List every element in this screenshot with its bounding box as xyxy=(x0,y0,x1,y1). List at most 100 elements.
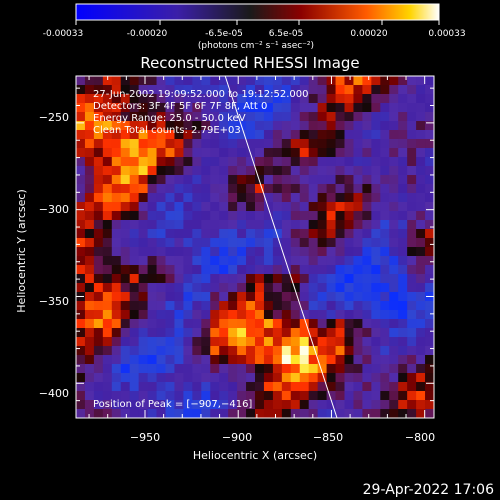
heatmap-cell xyxy=(192,184,202,194)
heatmap-cell xyxy=(138,400,148,410)
heatmap-cell xyxy=(84,148,95,158)
heatmap-cell xyxy=(389,283,399,293)
heatmap-cell xyxy=(246,202,256,212)
heatmap-cell xyxy=(192,220,202,230)
heatmap-cell xyxy=(317,238,327,248)
heatmap-cell xyxy=(326,301,336,311)
heatmap-cell xyxy=(299,139,310,149)
heatmap-cell xyxy=(76,409,86,418)
heatmap-cell xyxy=(246,292,256,302)
heatmap-cell xyxy=(371,256,381,266)
heatmap-cell xyxy=(353,247,363,257)
heatmap-cell xyxy=(326,328,336,338)
heatmap-cell xyxy=(93,346,104,356)
heatmap-cell xyxy=(255,319,265,329)
heatmap-cell xyxy=(290,400,301,410)
heatmap-cell xyxy=(237,229,247,239)
heatmap-cell xyxy=(389,76,399,86)
heatmap-cell xyxy=(120,247,131,257)
heatmap-cell xyxy=(111,94,122,104)
heatmap-cell xyxy=(389,229,399,239)
heatmap-cell xyxy=(219,202,229,212)
heatmap-cell xyxy=(174,229,184,239)
heatmap-cell xyxy=(425,274,434,284)
heatmap-cell xyxy=(84,265,95,275)
heatmap-cell xyxy=(219,274,229,284)
heatmap-cell xyxy=(102,364,113,374)
heatmap-cell xyxy=(210,319,220,329)
heatmap-cell xyxy=(344,121,354,131)
heatmap-cell xyxy=(425,310,434,320)
heatmap-cell xyxy=(353,238,363,248)
heatmap-cell xyxy=(299,202,310,212)
heatmap-cell xyxy=(174,202,184,212)
heatmap-cell xyxy=(398,292,408,302)
heatmap-cell xyxy=(246,229,256,239)
heatmap-cell xyxy=(263,382,274,392)
heatmap-cell xyxy=(263,211,274,221)
heatmap-cell xyxy=(219,130,229,140)
heatmap-cell xyxy=(76,76,86,86)
heatmap-cell xyxy=(183,193,193,203)
heatmap-cell xyxy=(111,274,122,284)
heatmap-cell xyxy=(290,157,301,167)
heatmap-cell xyxy=(156,364,166,374)
heatmap-cell xyxy=(326,94,336,104)
heatmap-cell xyxy=(120,229,131,239)
heatmap-cell xyxy=(299,157,310,167)
heatmap-cell xyxy=(326,274,336,284)
heatmap-cell xyxy=(156,400,166,410)
heatmap-cell xyxy=(183,274,193,284)
heatmap-cell xyxy=(317,346,327,356)
heatmap-cell xyxy=(272,247,283,257)
heatmap-cell xyxy=(308,301,319,311)
heatmap-cell xyxy=(425,202,434,212)
heatmap-cell xyxy=(290,76,301,86)
heatmap-cell xyxy=(138,274,148,284)
heatmap-cell xyxy=(237,247,247,257)
heatmap-cell xyxy=(326,283,336,293)
heatmap-cell xyxy=(272,364,283,374)
heatmap-cell xyxy=(407,409,417,418)
heatmap-cell xyxy=(326,292,336,302)
heatmap-cell xyxy=(76,310,86,320)
heatmap-cell xyxy=(174,301,184,311)
heatmap-cell xyxy=(335,409,345,418)
heatmap-cell xyxy=(246,382,256,392)
heatmap-cell xyxy=(290,85,301,95)
heatmap-cell xyxy=(335,229,345,239)
heatmap-cell xyxy=(129,256,140,266)
heatmap-cell xyxy=(416,139,426,149)
heatmap-cell xyxy=(308,94,319,104)
heatmap-cell xyxy=(201,391,211,401)
heatmap-cell xyxy=(156,310,166,320)
heatmap-cell xyxy=(326,238,336,248)
heatmap-cell xyxy=(76,328,86,338)
heatmap-cell xyxy=(192,256,202,266)
heatmap-cell xyxy=(165,175,175,185)
heatmap-cell xyxy=(174,121,184,131)
heatmap-cell xyxy=(263,337,274,347)
heatmap-cell xyxy=(255,220,265,230)
heatmap-cell xyxy=(326,211,336,221)
heatmap-cell xyxy=(183,256,193,266)
heatmap-cell xyxy=(299,283,310,293)
heatmap-cell xyxy=(93,229,104,239)
heatmap-cell xyxy=(84,85,95,95)
heatmap-cell xyxy=(308,112,319,122)
heatmap-cell xyxy=(425,175,434,185)
heatmap-cell xyxy=(156,265,166,275)
heatmap-cell xyxy=(165,130,175,140)
heatmap-cell xyxy=(416,211,426,221)
heatmap-cell xyxy=(263,76,274,86)
heatmap-cell xyxy=(362,211,372,221)
heatmap-cell xyxy=(246,166,256,176)
heatmap-cell xyxy=(407,166,417,176)
heatmap-cell xyxy=(407,202,417,212)
heatmap-cell xyxy=(326,157,336,167)
heatmap-cell xyxy=(228,220,238,230)
heatmap-cell xyxy=(389,184,399,194)
heatmap-cell xyxy=(138,355,148,365)
heatmap-cell xyxy=(138,301,148,311)
heatmap-cell xyxy=(120,121,131,131)
